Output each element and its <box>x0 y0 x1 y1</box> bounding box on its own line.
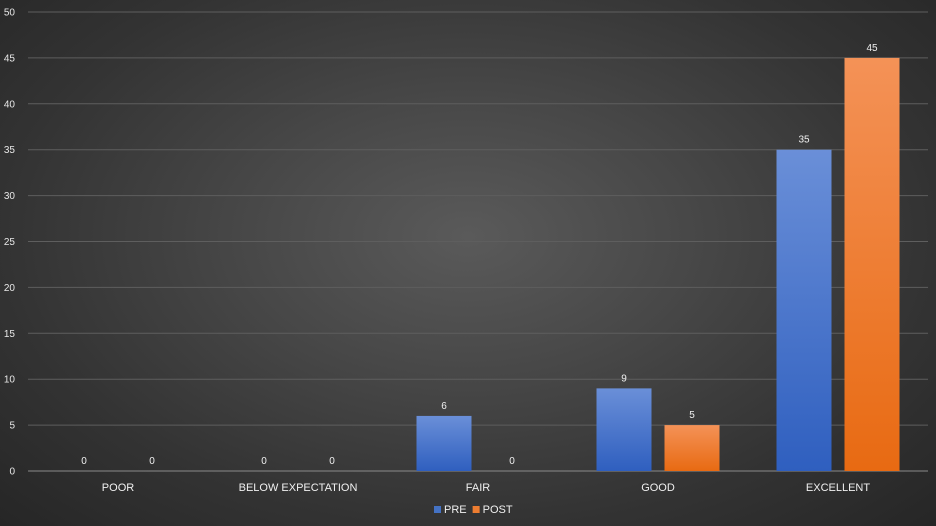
y-tick-label: 50 <box>4 8 16 19</box>
y-tick-label: 15 <box>4 329 16 340</box>
legend-swatch-pre <box>434 506 441 513</box>
y-tick-label: 35 <box>4 145 16 156</box>
legend: PRE POST <box>434 504 513 516</box>
category-label: BELOW EXPECTATION <box>239 482 358 494</box>
x-axis: POOR BELOW EXPECTATION FAIR GOOD EXCELLENT <box>102 482 871 494</box>
bar-pre <box>416 415 472 471</box>
data-label: 0 <box>149 456 155 467</box>
data-label: 0 <box>329 456 335 467</box>
bar-pre <box>596 388 652 471</box>
category-label: GOOD <box>641 482 675 494</box>
bar-post <box>844 57 900 472</box>
data-label: 45 <box>866 43 878 54</box>
category-label: EXCELLENT <box>806 482 870 494</box>
data-label: 0 <box>81 456 87 467</box>
category-label: POOR <box>102 482 134 494</box>
data-label: 35 <box>798 135 810 146</box>
bars <box>416 57 900 472</box>
data-label: 5 <box>689 410 695 421</box>
data-label: 0 <box>261 456 267 467</box>
legend-label-pre: PRE <box>444 504 467 516</box>
bar-pre <box>776 149 832 471</box>
y-tick-label: 40 <box>4 99 16 110</box>
gridlines <box>28 11 928 426</box>
y-tick-label: 0 <box>9 467 15 478</box>
category-label: FAIR <box>466 482 491 494</box>
y-tick-label: 25 <box>4 237 16 248</box>
y-tick-label: 10 <box>4 375 16 386</box>
y-tick-label: 5 <box>9 421 15 432</box>
legend-swatch-post <box>472 506 480 513</box>
y-tick-label: 45 <box>4 53 16 64</box>
y-tick-label: 20 <box>4 283 16 294</box>
legend-label-post: POST <box>483 504 513 516</box>
data-label: 0 <box>509 456 515 467</box>
y-tick-label: 30 <box>4 191 16 202</box>
data-label: 9 <box>621 373 627 384</box>
bar-post <box>664 425 720 471</box>
data-labels: 0 0 0 0 6 0 9 5 35 45 <box>81 43 878 467</box>
data-label: 6 <box>441 401 447 412</box>
